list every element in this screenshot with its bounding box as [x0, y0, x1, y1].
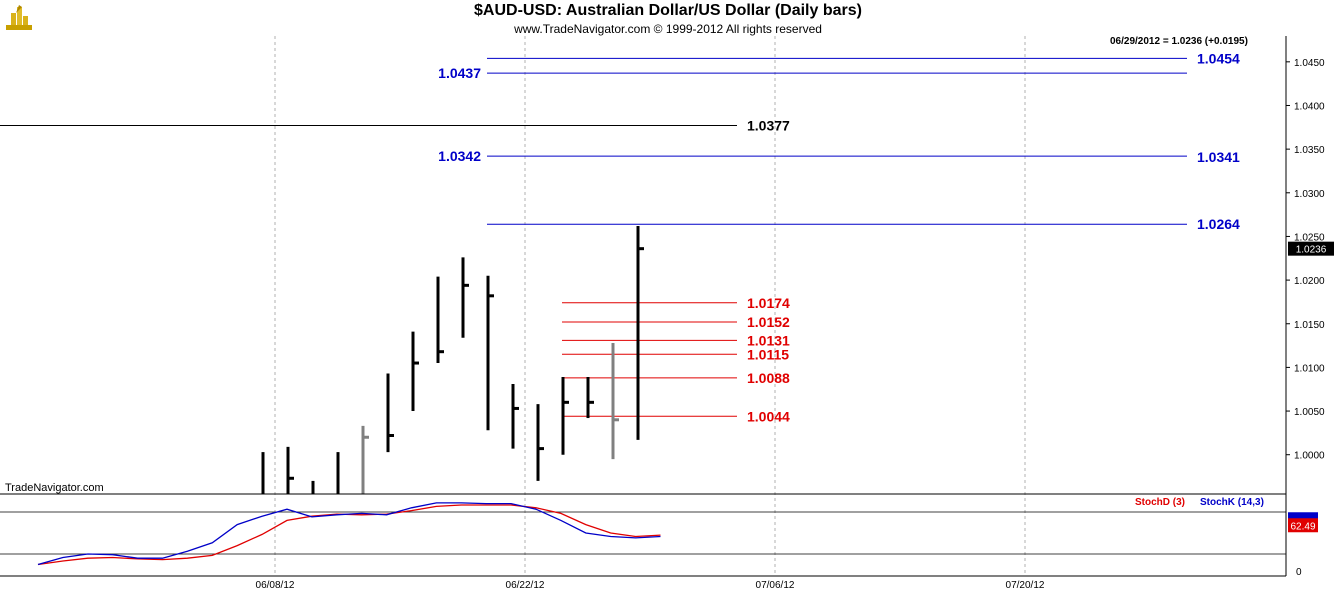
level-label: 1.0377: [747, 118, 790, 134]
level-label: 1.0044: [747, 408, 790, 424]
legend-stochk: StochK (14,3): [1200, 497, 1264, 508]
y-tick-label: 1.0350: [1294, 145, 1325, 156]
stochk-line: [37, 502, 661, 566]
level-label: 1.0342: [438, 148, 481, 164]
stochk-value-tag: [1288, 512, 1318, 520]
y-tick-label: 1.0200: [1294, 276, 1325, 287]
level-label: 1.0115: [747, 346, 789, 362]
trade-navigator-logo-icon: [4, 3, 34, 33]
y-tick-label: 1.0100: [1294, 363, 1325, 374]
last-price-tag: [1288, 241, 1334, 256]
x-tick-label: 06/08/12: [256, 580, 295, 591]
chart-title: $AUD-USD: Australian Dollar/US Dollar (D…: [474, 2, 862, 19]
watermark-text: TradeNavigator.com: [5, 482, 104, 494]
last-price-tag-label: 1.0236: [1296, 245, 1327, 256]
level-label: 1.0088: [747, 370, 790, 386]
level-label: 1.0174: [747, 295, 790, 311]
y-tick-label: 1.0300: [1294, 189, 1325, 200]
stochd-value-tag: [1288, 518, 1318, 533]
y-tick-label: 1.0050: [1294, 407, 1325, 418]
x-tick-label: 07/06/12: [756, 580, 795, 591]
level-label: 1.0341: [1197, 149, 1240, 165]
level-label: 1.0264: [1197, 216, 1240, 232]
x-tick-label: 07/20/12: [1006, 580, 1045, 591]
last-price-status: 06/29/2012 = 1.0236 (+0.0195): [1110, 36, 1248, 47]
stoch-y-tick-label: 0: [1296, 567, 1302, 578]
x-tick-label: 06/22/12: [506, 580, 545, 591]
level-label: 1.0454: [1197, 50, 1240, 66]
y-tick-label: 1.0450: [1294, 58, 1325, 69]
y-tick-label: 1.0000: [1294, 451, 1325, 462]
level-label: 1.0131: [747, 332, 790, 348]
level-label: 1.0437: [438, 65, 481, 81]
y-tick-label: 1.0250: [1294, 232, 1325, 243]
y-tick-label: 1.0150: [1294, 320, 1325, 331]
y-tick-label: 1.0400: [1294, 101, 1325, 112]
legend-stochd: StochD (3): [1135, 497, 1185, 508]
stochd-value-tag-label: 62.49: [1290, 521, 1315, 532]
level-label: 1.0152: [747, 314, 790, 330]
copyright-text: www.TradeNavigator.com © 1999-2012 All r…: [514, 22, 822, 36]
